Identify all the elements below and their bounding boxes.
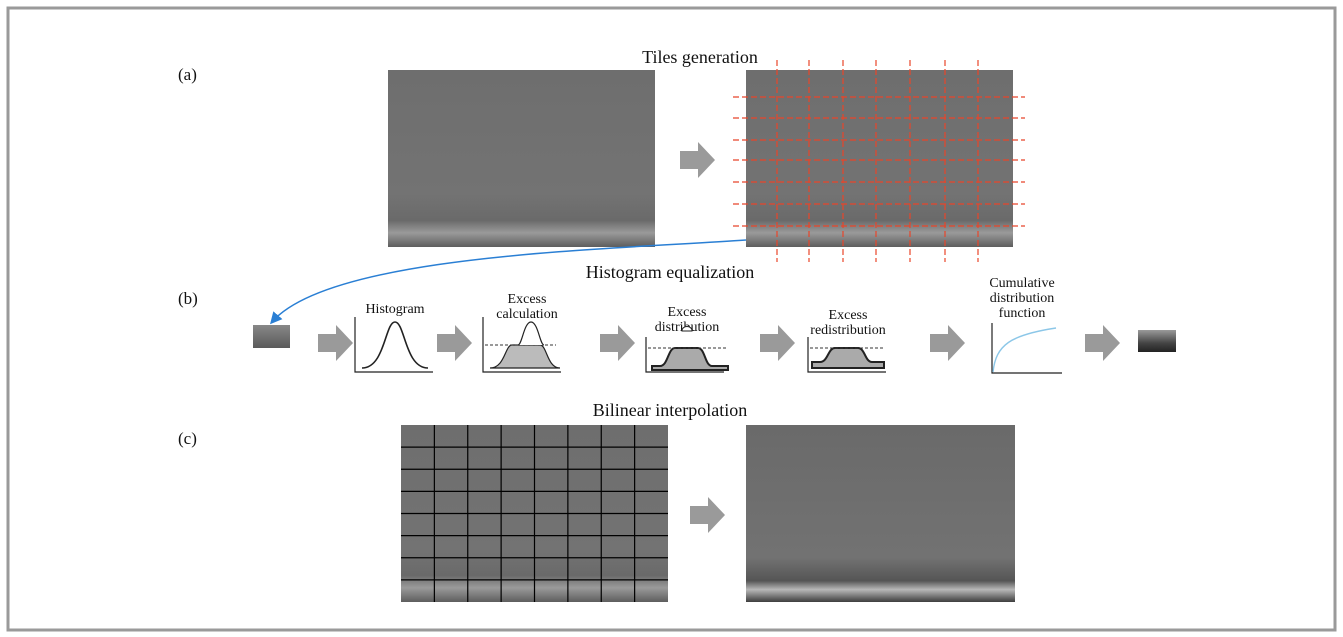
input-image	[388, 70, 655, 247]
step-label: distribution	[990, 291, 1055, 306]
excess	[682, 327, 692, 332]
arrow	[680, 142, 715, 178]
step-label: redistribution	[810, 323, 885, 338]
step-label: function	[999, 306, 1046, 321]
output-image	[746, 425, 1015, 602]
clipped-area	[652, 348, 728, 370]
input-tile	[253, 325, 290, 348]
panel-label: (b)	[178, 289, 198, 308]
step-label: Excess	[668, 305, 707, 320]
step-label: Histogram	[365, 302, 424, 317]
arrow	[318, 325, 353, 361]
figure: (a) Tiles generation (b) Histogram equal…	[0, 0, 1343, 637]
step-label: calculation	[496, 307, 557, 322]
chart-axes	[355, 317, 433, 372]
step-label: Excess	[508, 292, 547, 307]
arrow	[437, 325, 472, 361]
step-label: Excess	[829, 308, 868, 323]
step-label: Cumulative	[989, 276, 1054, 291]
panel-title: Histogram equalization	[586, 262, 754, 282]
arrow	[760, 325, 795, 361]
clipped-area	[812, 348, 884, 368]
clipped-area	[490, 345, 560, 368]
arrow	[930, 325, 965, 361]
curve	[362, 322, 428, 368]
panel-label: (a)	[178, 65, 197, 84]
arrow	[1085, 325, 1120, 361]
steps: HistogramExcesscalculationExcessdistribu…	[355, 276, 1062, 373]
cdf-curve	[993, 328, 1056, 372]
excess	[518, 322, 544, 345]
panel-title: Tiles generation	[642, 47, 758, 67]
panel-label: (c)	[178, 429, 197, 448]
output-tile	[1138, 330, 1176, 352]
panel-title: Bilinear interpolation	[593, 400, 747, 420]
arrow	[690, 497, 725, 533]
arrow	[600, 325, 635, 361]
